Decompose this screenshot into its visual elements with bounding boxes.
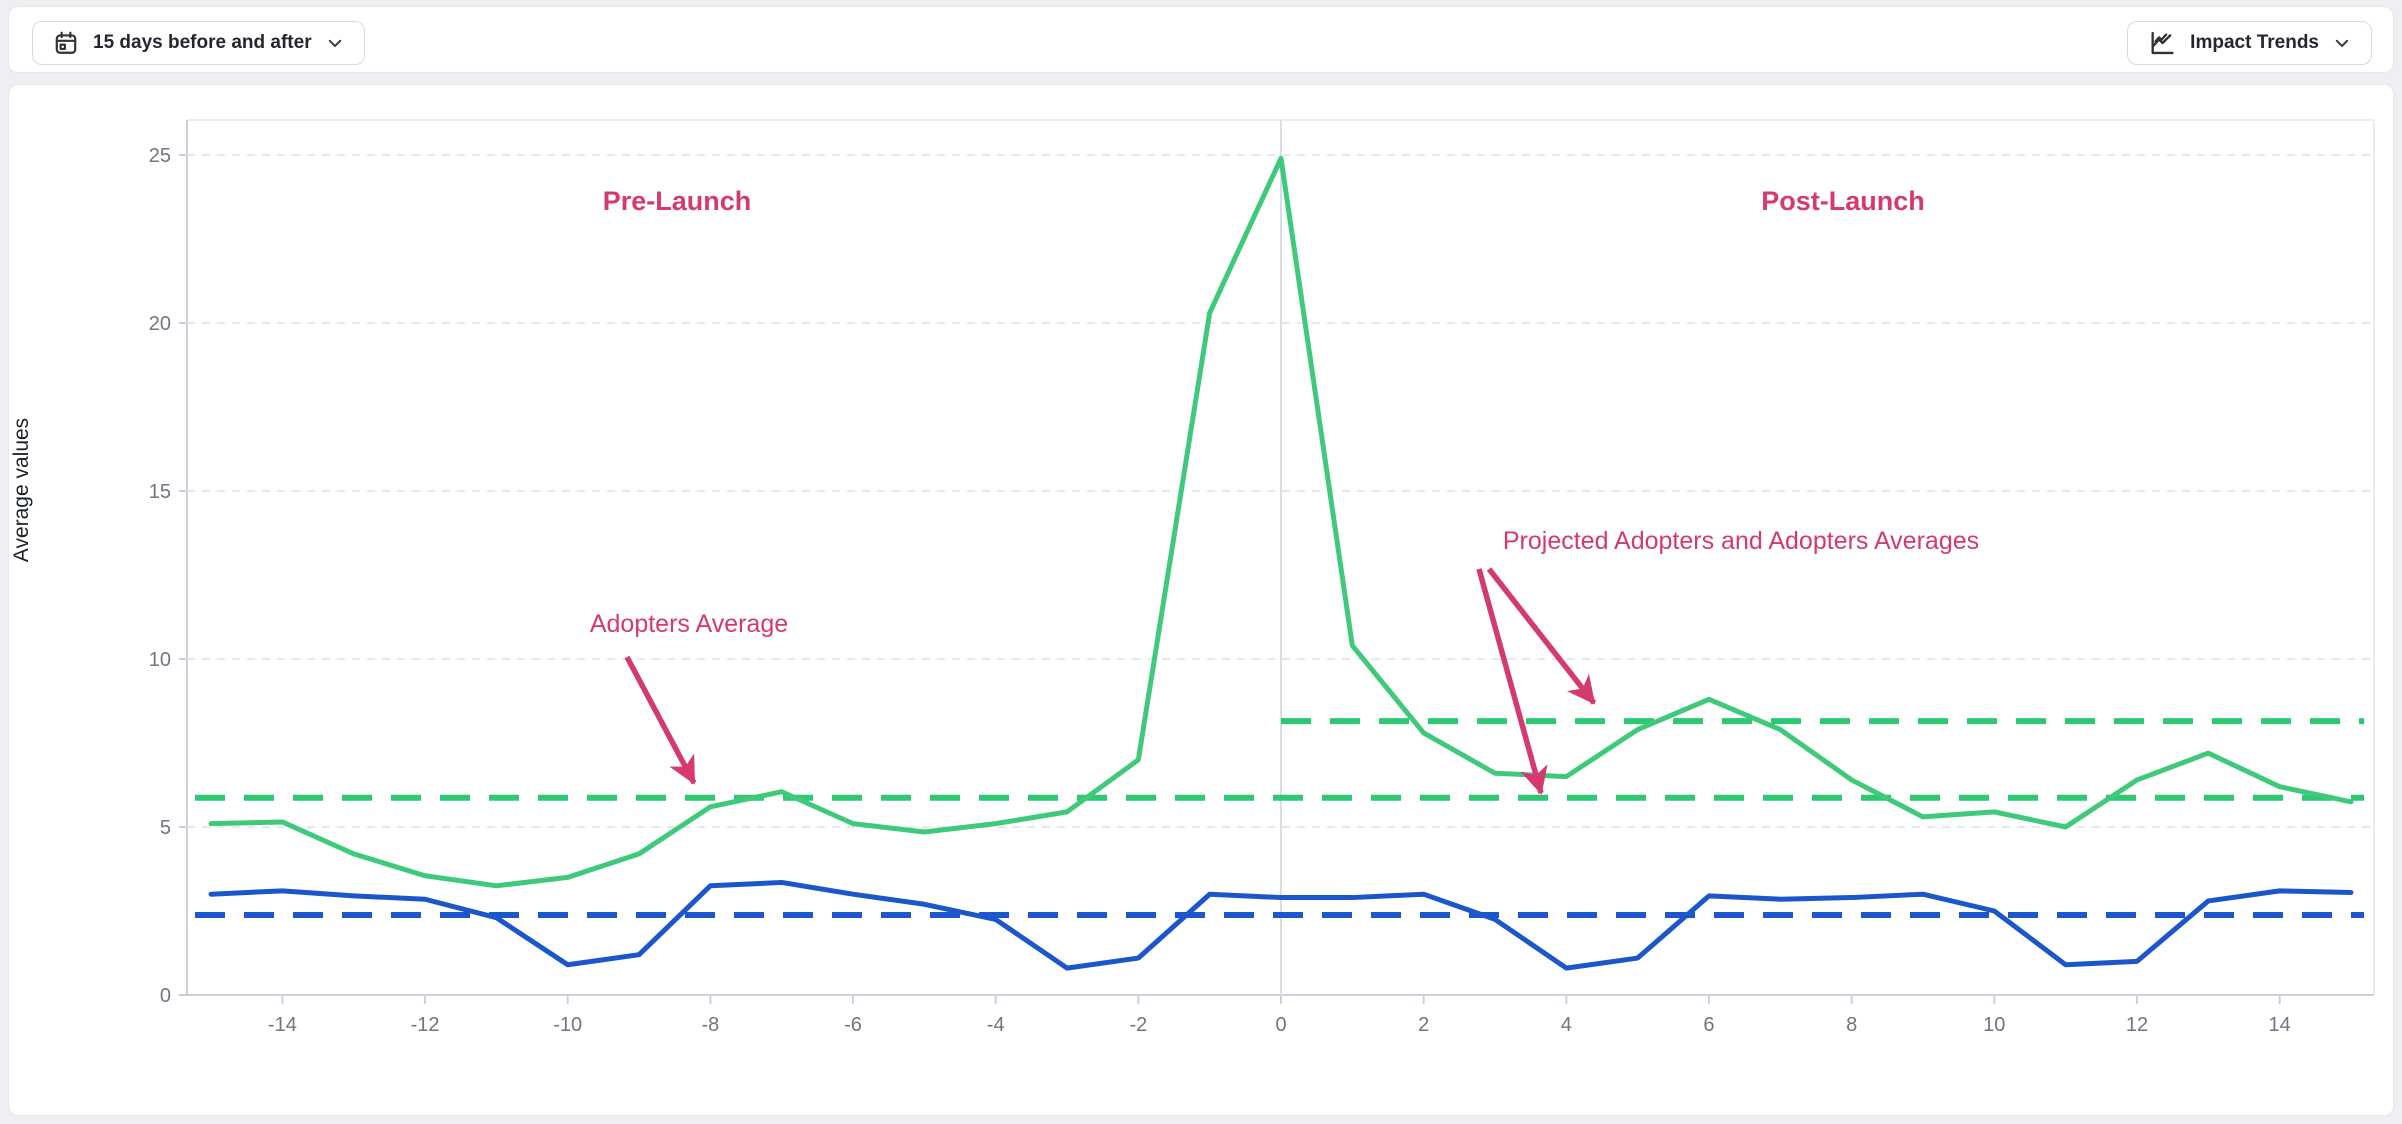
calendar-icon	[53, 30, 79, 56]
chevron-down-icon	[2333, 34, 2351, 52]
chart-type-selector[interactable]: Impact Trends	[2127, 21, 2372, 65]
date-range-label: 15 days before and after	[93, 32, 312, 53]
trend-chart-icon	[2148, 29, 2176, 57]
date-range-selector[interactable]: 15 days before and after	[32, 21, 365, 65]
chevron-down-icon	[326, 34, 344, 52]
annotation-post-launch: Post-Launch	[1761, 186, 1925, 216]
chart-panel	[8, 84, 2394, 1116]
y-axis-title: Average values	[10, 417, 33, 563]
annotation-pre-launch: Pre-Launch	[602, 186, 752, 216]
annotation-adopters-average: Adopters Average	[589, 610, 789, 638]
annotation-projected-adopters: Projected Adopters and Adopters Averages	[1502, 527, 1980, 555]
chart-type-label: Impact Trends	[2190, 32, 2319, 53]
toolbar	[8, 6, 2394, 73]
